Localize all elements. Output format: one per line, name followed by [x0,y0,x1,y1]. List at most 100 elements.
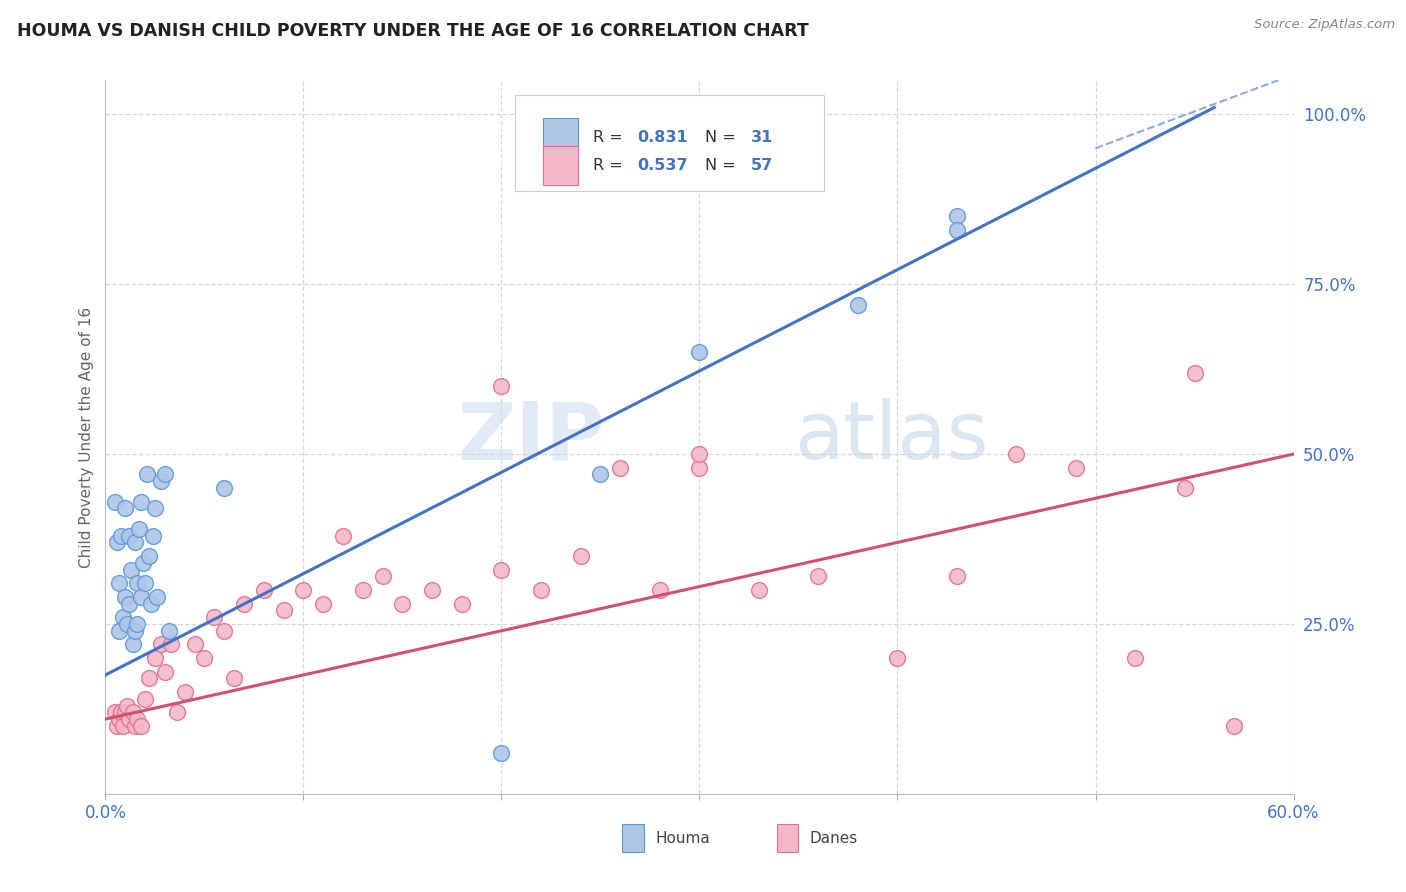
Text: 57: 57 [751,158,773,173]
Point [138,671,160,685]
Point [110,706,132,720]
Point [1064,460,1087,475]
Point [946,223,969,237]
Point [946,569,969,583]
Point [112,610,135,624]
Point [108,712,131,726]
Text: HOUMA VS DANISH CHILD POVERTY UNDER THE AGE OF 16 CORRELATION CHART: HOUMA VS DANISH CHILD POVERTY UNDER THE … [17,22,808,40]
Point [491,379,513,393]
Point [183,637,205,651]
Point [1123,651,1146,665]
Text: Danes: Danes [810,830,858,846]
Point [134,691,156,706]
Point [118,528,141,542]
Point [108,624,131,638]
Text: N =: N = [706,130,741,145]
Point [420,582,443,597]
FancyBboxPatch shape [516,95,824,191]
Point [132,556,155,570]
Point [110,528,132,542]
Point [159,637,181,651]
Bar [776,824,799,853]
Point [142,528,165,542]
Point [253,582,276,597]
Point [352,582,374,597]
Point [214,624,236,638]
Point [1223,719,1246,733]
Point [136,467,159,482]
Point [689,460,711,475]
Point [112,719,135,733]
Point [124,535,146,549]
Point [114,706,136,720]
Text: ZIP: ZIP [457,398,605,476]
Point [689,345,711,359]
Point [609,460,631,475]
Point [122,706,145,720]
Point [1174,481,1197,495]
Point [138,549,160,563]
Point [127,712,149,726]
Point [273,603,295,617]
Point [371,569,394,583]
Text: 0.537: 0.537 [638,158,689,173]
Point [118,597,141,611]
Point [153,467,176,482]
Point [114,501,136,516]
Point [886,651,908,665]
Point [149,637,172,651]
Point [105,535,128,549]
Text: R =: R = [592,158,627,173]
Point [146,590,169,604]
Point [589,467,612,482]
Point [104,706,127,720]
Point [128,522,150,536]
Point [332,528,354,542]
Text: 0.831: 0.831 [638,130,689,145]
Point [149,475,172,489]
Point [748,582,770,597]
Point [292,582,315,597]
Point [118,712,141,726]
Point [224,671,246,685]
Point [391,597,413,611]
Point [312,597,335,611]
Point [193,651,215,665]
Point [143,501,166,516]
Point [807,569,830,583]
Text: atlas: atlas [794,398,988,476]
Text: N =: N = [706,158,741,173]
Point [214,481,236,495]
Point [153,665,176,679]
Point [104,494,127,508]
Point [134,576,156,591]
Text: Houma: Houma [655,830,710,846]
Text: R =: R = [592,130,627,145]
Point [491,746,513,760]
Bar [543,118,578,157]
Point [166,706,188,720]
Point [569,549,592,563]
Point [129,494,152,508]
Point [1184,366,1206,380]
Point [114,590,136,604]
Point [173,685,195,699]
Point [530,582,553,597]
Point [127,617,149,632]
Point [450,597,472,611]
Point [491,563,513,577]
Point [129,590,152,604]
Point [689,447,711,461]
Bar [543,146,578,186]
Point [122,637,145,651]
Point [124,624,146,638]
Point [233,597,256,611]
Point [105,719,128,733]
Point [946,209,969,223]
Point [115,617,138,632]
Point [157,624,180,638]
Point [139,597,162,611]
Point [127,576,149,591]
Y-axis label: Child Poverty Under the Age of 16: Child Poverty Under the Age of 16 [79,307,94,567]
Point [124,719,146,733]
